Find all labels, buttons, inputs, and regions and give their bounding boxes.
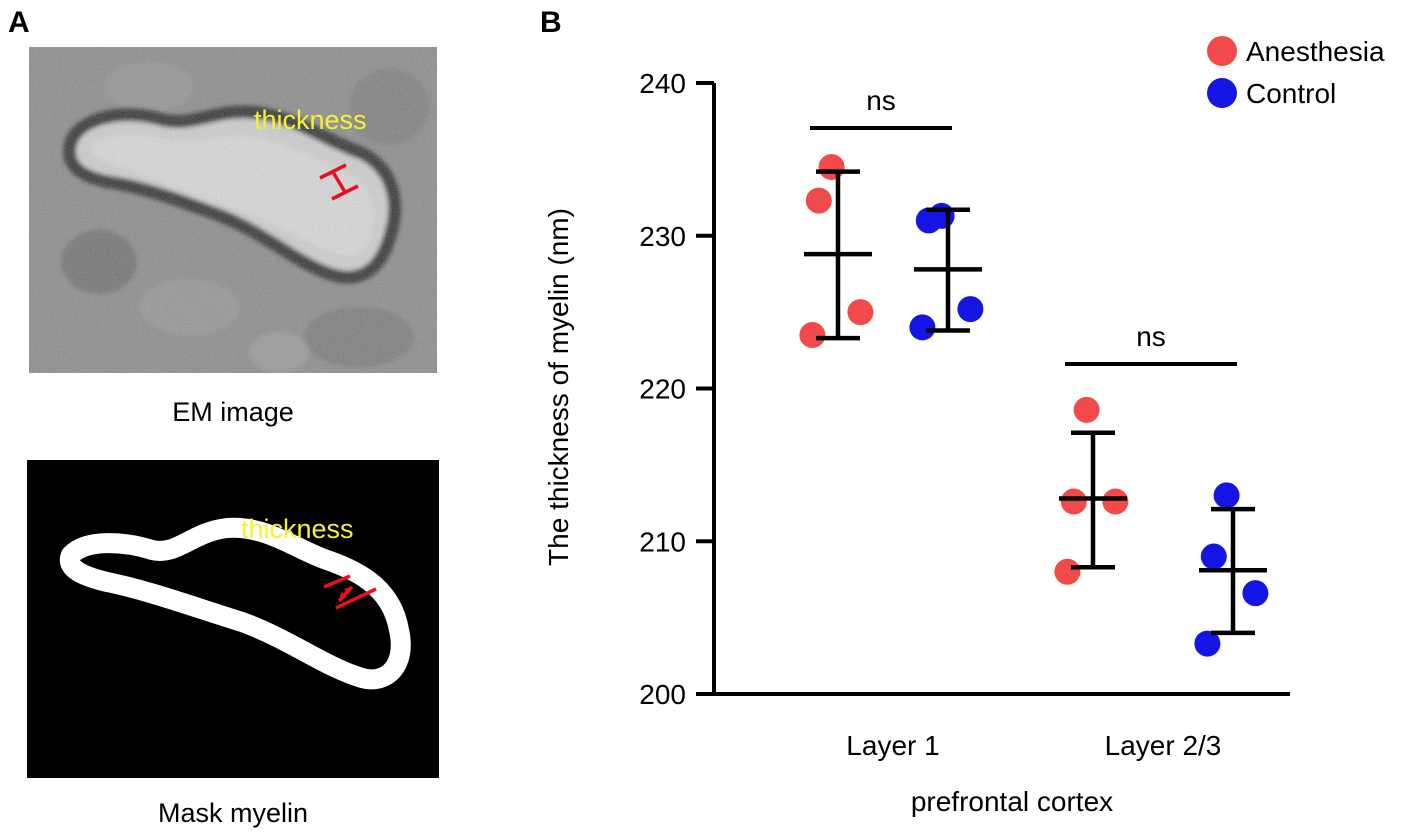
x-tick-label: Layer 2/3 (1105, 730, 1222, 761)
data-point-control (1200, 543, 1227, 570)
data-point-control (928, 202, 955, 229)
legend-label-control: Control (1246, 78, 1336, 109)
mask-caption: Mask myelin (157, 798, 309, 828)
significance-label: ns (1136, 321, 1166, 352)
mask-image: thickness (27, 460, 439, 778)
data-point-anesthesia (1060, 488, 1087, 515)
data-point-anesthesia (847, 299, 874, 326)
data-point-control (1213, 482, 1240, 509)
data-point-anesthesia (799, 322, 826, 349)
em-thickness-marker (319, 163, 359, 201)
data-point-anesthesia (1054, 558, 1081, 585)
mask-thickness-marker (323, 574, 377, 610)
panel-a-label: A (8, 6, 30, 39)
data-point-anesthesia (818, 154, 845, 181)
legend-label-anesthesia: Anesthesia (1246, 36, 1385, 67)
y-tick-label: 220 (639, 374, 686, 405)
data-point-control (909, 314, 936, 341)
legend-marker-control (1207, 78, 1237, 108)
y-axis-label: The thickness of myelin (nm) (543, 208, 574, 566)
data-point-anesthesia (1102, 488, 1129, 515)
data-point-control (1242, 580, 1269, 607)
panel-b-label: B (540, 6, 562, 39)
data-point-anesthesia (805, 187, 832, 214)
y-tick-label: 230 (639, 221, 686, 252)
y-tick-label: 240 (639, 68, 686, 99)
x-tick-label: Layer 1 (846, 730, 939, 761)
data-point-control (1194, 630, 1221, 657)
em-thickness-label: thickness (254, 105, 367, 135)
y-tick-label: 200 (639, 679, 686, 710)
data-point-control (957, 296, 984, 323)
em-caption: EM image (172, 397, 294, 427)
data-point-anesthesia (1073, 396, 1100, 423)
mask-thickness-label: thickness (241, 514, 354, 544)
em-image: thickness (29, 47, 437, 373)
x-axis-label: prefrontal cortex (911, 786, 1113, 817)
y-tick-label: 210 (639, 526, 686, 557)
mask-myelin-outline (59, 517, 411, 690)
legend-marker-anesthesia (1207, 36, 1237, 66)
significance-label: ns (866, 85, 896, 116)
